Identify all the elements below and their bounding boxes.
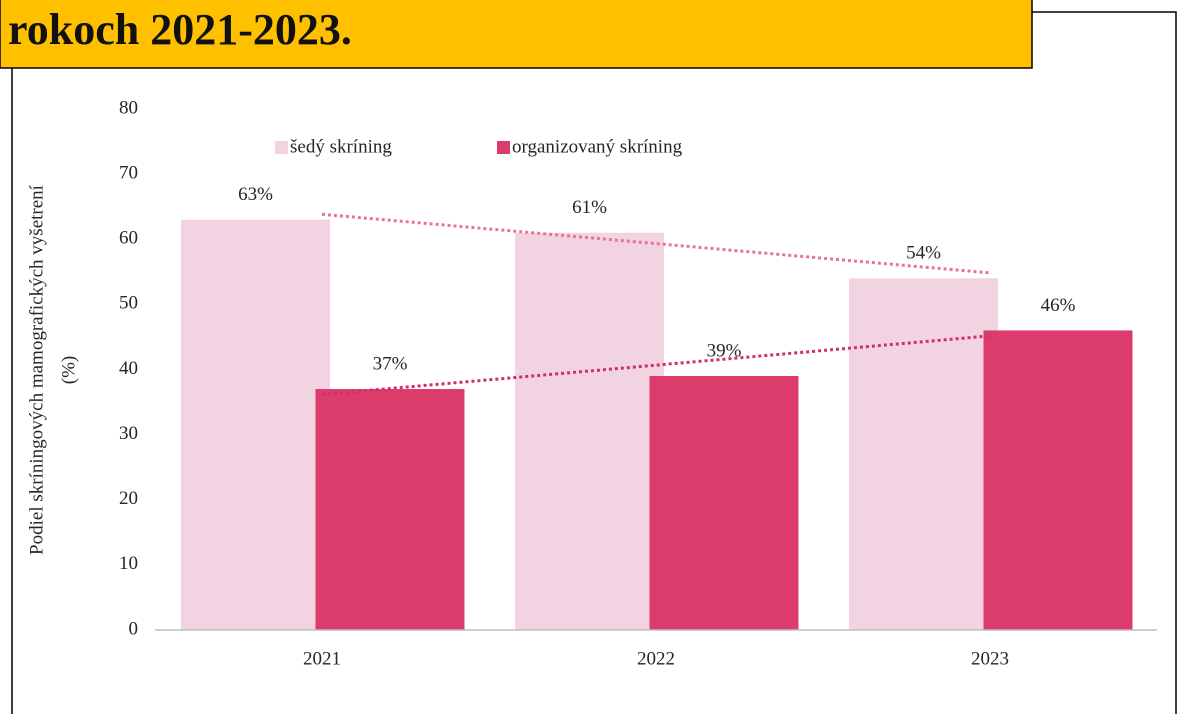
- trendline: [321, 212, 991, 275]
- y-tick-label: 0: [129, 618, 139, 639]
- y-tick-label: 60: [119, 228, 138, 249]
- title-banner: [0, 0, 1033, 69]
- bar: [515, 232, 664, 631]
- bar: [181, 219, 330, 630]
- data-label: 37%: [373, 353, 408, 374]
- y-tick-label: 20: [119, 488, 138, 509]
- legend-swatch: [275, 141, 288, 154]
- y-tick-label: 70: [119, 162, 138, 183]
- bar: [849, 278, 998, 630]
- y-tick-label: 50: [119, 293, 138, 314]
- data-label: 39%: [707, 340, 742, 361]
- bar: [315, 389, 465, 630]
- bar: [983, 330, 1133, 630]
- legend-label: organizovaný skríning: [512, 136, 683, 157]
- y-tick-label: 40: [119, 358, 138, 379]
- legend-label: šedý skríning: [290, 136, 392, 157]
- y-axis-label: Podiel skríningových mamografických vyše…: [26, 184, 79, 555]
- data-label: 54%: [906, 243, 941, 264]
- legend-swatch: [497, 141, 510, 154]
- chart-title: rokoch 2021-2023.: [8, 5, 352, 54]
- frame: [1032, 11, 1177, 714]
- bar: [649, 376, 799, 630]
- data-label: 46%: [1041, 295, 1076, 316]
- x-tick-label: 2021: [303, 648, 341, 669]
- y-axis-label-line: (%): [58, 356, 79, 384]
- y-tick-label: 30: [119, 423, 138, 444]
- x-tick-label: 2022: [637, 648, 675, 669]
- data-label: 61%: [572, 197, 607, 218]
- x-tick-label: 2023: [971, 648, 1009, 669]
- trendline: [321, 334, 991, 396]
- y-axis-label-line: Podiel skríningových mamografických vyše…: [26, 184, 47, 555]
- y-tick-label: 80: [119, 97, 138, 118]
- data-label: 63%: [238, 184, 273, 205]
- y-tick-label: 10: [119, 553, 138, 574]
